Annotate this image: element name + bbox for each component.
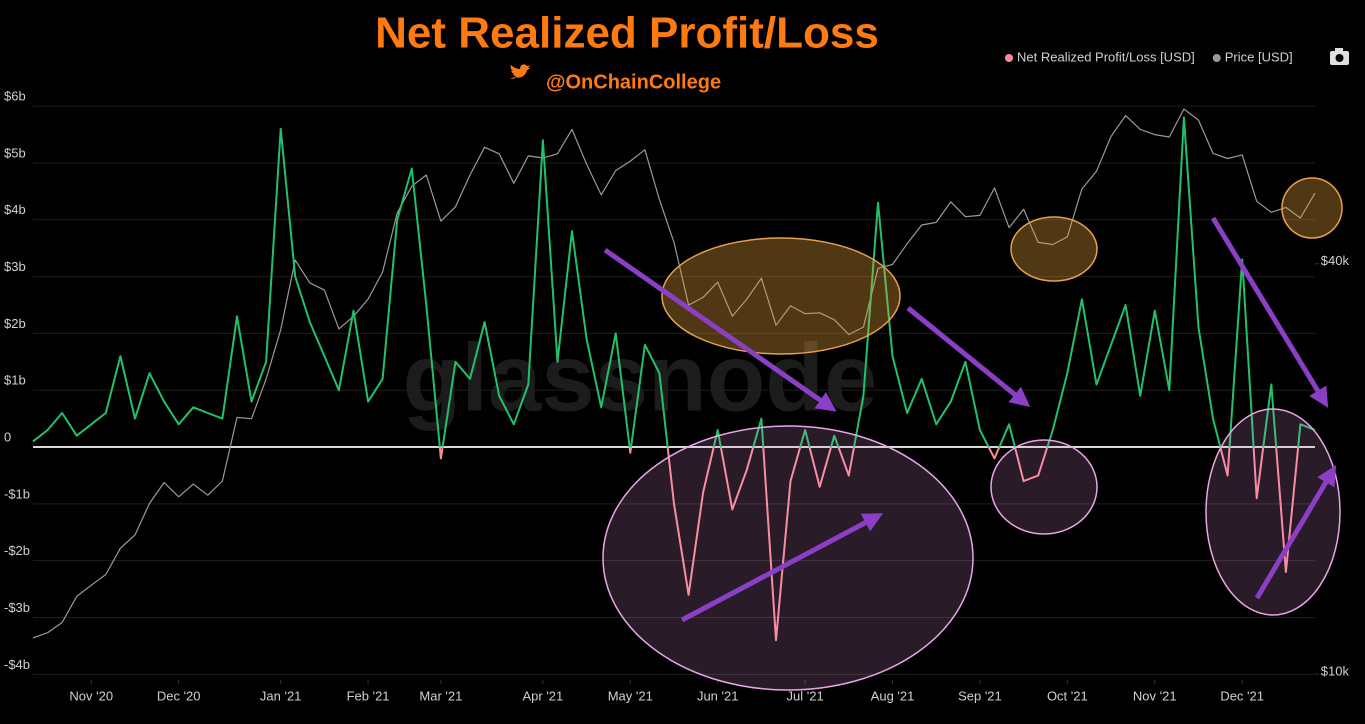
y-tick-label: 0 [4, 429, 11, 444]
annotations [602, 177, 1343, 691]
x-tick-label: Nov '21 [1133, 688, 1177, 703]
y-tick-label: $2b [4, 316, 26, 331]
camera-icon[interactable] [1330, 48, 1349, 65]
arrow [1254, 465, 1337, 600]
x-tick-label: Nov '20 [69, 688, 113, 703]
chart-title: Net Realized Profit/Loss [375, 9, 879, 58]
y2-tick-label: $40k [1321, 253, 1350, 268]
x-tick-label: Oct '21 [1047, 688, 1088, 703]
camera-lens[interactable] [1335, 54, 1344, 62]
subtitle: @OnChainCollege [546, 71, 721, 93]
x-tick-label: Dec '20 [157, 688, 201, 703]
legend-label: Price [USD] [1225, 49, 1293, 64]
highlight-ellipse [602, 425, 974, 691]
arrow [906, 306, 1031, 408]
highlight-ellipse [1205, 408, 1341, 616]
arrow [1210, 216, 1329, 408]
x-tick-label: Jul '21 [787, 688, 824, 703]
x-tick-label: Mar '21 [419, 688, 462, 703]
series-line [32, 116, 1316, 642]
twitter-icon [510, 64, 530, 79]
legend-swatch [1212, 54, 1221, 62]
x-tick-label: May '21 [608, 688, 653, 703]
y-tick-label: $1b [4, 373, 26, 388]
legend-swatch [1005, 54, 1013, 62]
highlight-ellipse [1281, 177, 1343, 239]
x-tick-label: Apr '21 [522, 688, 563, 703]
plot-area: $6b $5b $4b $3b $2b $1b 0 -$1b -$2b -$3b -$4b $10k $… [4, 89, 1349, 704]
y-tick-label: -$3b [4, 600, 30, 615]
y2-tick-label: $10k [1321, 663, 1350, 678]
highlight-ellipse [1010, 216, 1098, 282]
x-tick-label: Dec '21 [1220, 688, 1264, 703]
x-tick-label: Sep '21 [958, 688, 1002, 703]
x-tick-label: Jan '21 [260, 688, 302, 703]
arrow [603, 247, 837, 412]
y-tick-label: -$1b [4, 486, 30, 501]
y-tick-label: $5b [4, 145, 26, 160]
x-tick-label: Jun '21 [697, 688, 739, 703]
y-tick-label: $4b [4, 202, 26, 217]
highlight-ellipse [990, 439, 1098, 535]
x-tick-label: Feb '21 [347, 688, 390, 703]
y-tick-label: -$2b [4, 543, 30, 558]
series-line [32, 108, 1316, 639]
y-tick-label: $3b [4, 259, 26, 274]
y-tick-label: $6b [4, 89, 26, 104]
y-tick-label: -$4b [4, 657, 30, 672]
legend: Net Realized Profit/Loss [USD] Price [USD… [1005, 49, 1293, 64]
legend-label: Net Realized Profit/Loss [USD] [1017, 49, 1195, 64]
arrow [680, 513, 884, 623]
x-tick-label: Aug '21 [871, 688, 915, 703]
camera-top[interactable] [1335, 48, 1343, 52]
highlight-ellipse [661, 237, 901, 355]
